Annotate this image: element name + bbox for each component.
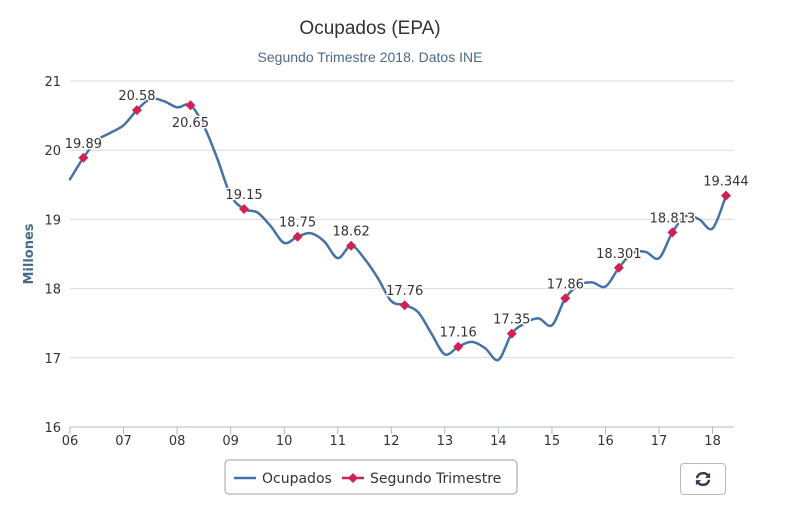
data-point-marker [613,262,624,273]
data-point-marker [667,227,678,238]
data-label: 19.15 [225,188,262,203]
series-ocupados [68,97,728,362]
x-tick-label: 08 [169,434,186,449]
gridlines [70,80,734,428]
data-label: 17.76 [386,284,423,299]
y-tick-label: 21 [44,75,61,90]
data-label: 17.16 [440,326,477,341]
data-label: 17.35 [493,313,530,328]
legend-box [224,459,518,495]
legend: Ocupados Segundo Trimestre [224,459,518,495]
chart-title: Ocupados (EPA) [299,18,440,39]
data-point-marker [78,152,89,163]
legend-label-segundo-trimestre: Segundo Trimestre [370,471,501,487]
legend-swatch-diamond [348,473,358,483]
y-axis-ticks: 16 17 18 19 20 21 [44,75,61,436]
x-tick-label: 13 [437,434,454,449]
data-point-marker [346,240,357,251]
y-tick-label: 18 [44,283,61,298]
legend-label-ocupados: Ocupados [262,471,332,487]
refresh-icon [695,471,711,487]
x-tick-label: 11 [329,434,346,449]
x-tick-label: 12 [383,434,400,449]
legend-item-segundo-trimestre[interactable]: Segundo Trimestre [342,471,501,487]
data-point-marker [453,341,464,352]
x-tick-label: 14 [490,434,507,449]
series-segundo-trimestre [78,100,731,352]
x-tick-label: 10 [276,434,293,449]
series-line-ocupados [68,97,728,362]
data-point-marker [399,300,410,311]
y-tick-label: 20 [44,144,61,159]
data-point-marker [720,190,731,201]
data-point-marker [185,100,196,111]
y-axis-label: Millones [22,223,37,284]
data-labels: 19.89 20.58 20.65 19.15 18.75 18.62 17.76 17.16… [63,88,750,343]
legend-item-ocupados[interactable]: Ocupados [234,471,332,487]
x-tick-label: 09 [222,434,239,449]
x-tick-label: 15 [544,434,561,449]
x-tick-label: 18 [704,434,721,449]
y-tick-label: 16 [44,421,61,436]
data-point-marker [292,231,303,242]
data-point-marker [560,293,571,304]
data-point-marker [506,328,517,339]
data-label: 20.65 [172,116,209,131]
x-tick-label: 06 [62,434,79,449]
data-label: 17.86 [547,277,584,292]
data-label: 18.75 [279,216,316,231]
x-tick-label: 17 [651,434,668,449]
chart-subtitle: Segundo Trimestre 2018. Datos INE [258,49,483,65]
data-label: 19.89 [65,137,102,152]
data-label: 18.301 [596,247,642,262]
x-tick-label: 07 [115,434,132,449]
x-tick-label: 16 [597,434,614,449]
refresh-button[interactable] [680,463,726,495]
data-label: 18.62 [333,225,370,240]
data-point-marker [131,105,142,116]
data-label: 19.344 [703,175,749,190]
x-axis: 06 07 08 09 10 11 12 13 14 15 16 17 18 [62,427,721,449]
data-label: 18.813 [650,211,696,226]
y-tick-label: 19 [44,213,61,228]
data-label: 20.58 [118,89,155,104]
y-tick-label: 17 [44,352,61,367]
data-point-marker [239,204,250,215]
